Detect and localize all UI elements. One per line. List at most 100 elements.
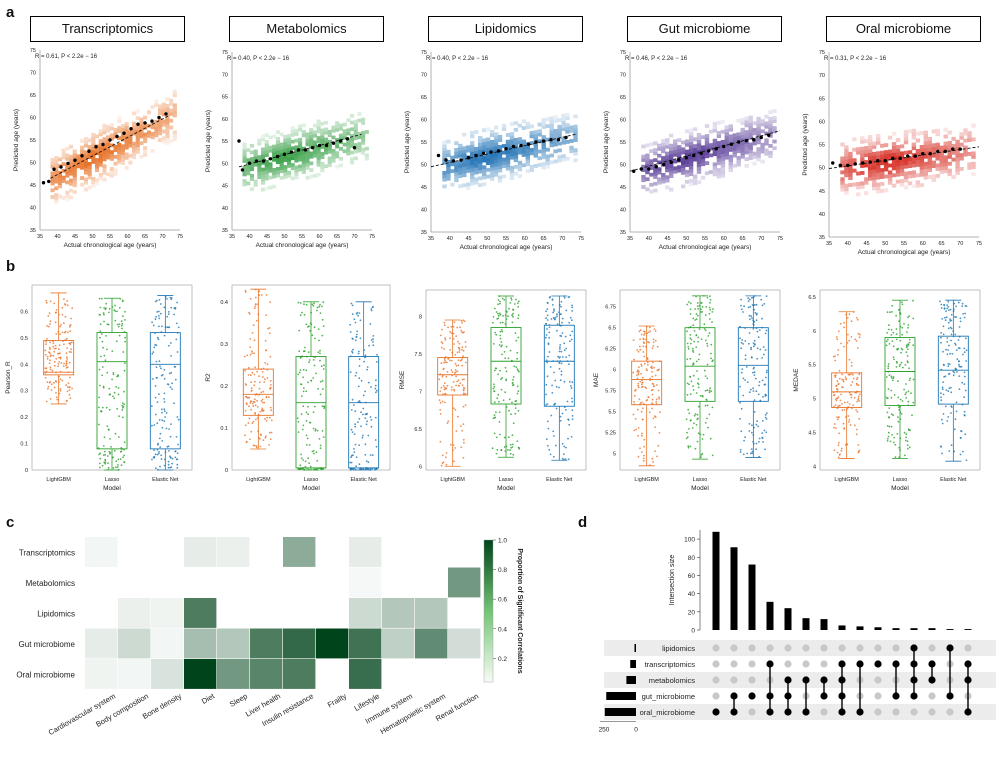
density-cell (442, 150, 447, 155)
strip-point (297, 468, 300, 470)
density-cell (346, 151, 351, 156)
density-cell (959, 156, 964, 161)
mean-point (129, 127, 133, 131)
strip-point (163, 401, 166, 403)
density-cell (257, 168, 262, 173)
density-cell (161, 105, 166, 110)
strip-point (945, 348, 947, 351)
strip-point (514, 407, 517, 409)
strip-point (850, 365, 853, 367)
strip-point (836, 451, 839, 454)
heatmap-cell (349, 659, 382, 689)
mean-point (52, 167, 56, 171)
density-cell (268, 145, 273, 150)
density-cell (279, 152, 284, 157)
matrix-dot-inactive (838, 644, 846, 652)
strip-point (855, 340, 858, 342)
strip-point (176, 452, 179, 454)
strip-point (454, 409, 457, 411)
box-iqr (295, 356, 327, 469)
density-cell (54, 166, 59, 170)
mean-point (101, 142, 105, 147)
density-cell (54, 199, 59, 204)
strip-point (564, 458, 567, 460)
strip-point (371, 306, 374, 309)
strip-points (939, 300, 968, 461)
mean-point (59, 165, 63, 169)
strip-point (316, 306, 319, 309)
density-cell (700, 135, 706, 140)
strip-point (517, 306, 520, 308)
strip-point (850, 361, 853, 364)
strip-point (255, 319, 258, 322)
x-tick-label: 60 (721, 236, 727, 242)
strip-point (61, 331, 64, 334)
density-cell (257, 155, 262, 159)
density-cell (478, 135, 483, 140)
strip-point (890, 377, 893, 379)
strip-point (351, 351, 354, 354)
strip-point (900, 301, 903, 304)
strip-point (744, 358, 747, 361)
strip-point (440, 346, 443, 349)
strip-point (165, 412, 168, 414)
density-cell (708, 153, 714, 158)
strip-point (102, 445, 105, 447)
density-cell (684, 169, 690, 174)
density-cell (290, 133, 295, 137)
strip-point (59, 378, 62, 381)
density-cell (525, 169, 530, 173)
matrix-dot-inactive (910, 708, 918, 716)
strip-point (636, 377, 639, 380)
density-cell (272, 158, 277, 162)
density-cell (681, 164, 686, 168)
mean-point (853, 162, 857, 166)
strip-point (639, 380, 642, 383)
strip-point (765, 295, 768, 298)
density-cell (298, 127, 303, 132)
density-cell (102, 137, 107, 142)
heatmap-cell (118, 598, 151, 628)
strip-point (851, 381, 854, 383)
density-cell (72, 166, 77, 171)
density-cell (728, 161, 733, 166)
density-cell (161, 102, 166, 107)
strip-point (508, 409, 510, 412)
density-cell (458, 160, 463, 165)
density-cell (109, 157, 114, 161)
strip-point (170, 297, 173, 299)
strip-points (685, 295, 714, 458)
strip-points (739, 295, 768, 458)
strip-point (643, 334, 645, 336)
density-cell (482, 158, 487, 163)
mean-point (41, 181, 46, 185)
x-tick-label: 55 (299, 234, 305, 240)
density-cell (65, 197, 70, 202)
density-cell (509, 149, 515, 153)
density-cell (772, 146, 777, 151)
strip-point (689, 334, 692, 336)
density-cell (135, 146, 140, 151)
density-cell (876, 182, 881, 187)
strip-point (558, 386, 560, 389)
strip-point (494, 369, 496, 372)
strip-point (843, 427, 845, 430)
density-cell (80, 182, 85, 187)
density-cell (342, 149, 347, 154)
strip-point (909, 429, 911, 432)
strip-point (500, 329, 503, 331)
y-axis-label: Predicted age (years) (205, 110, 212, 172)
strip-point (565, 309, 568, 312)
strip-point (570, 436, 573, 438)
density-cell (242, 152, 247, 157)
density-cell (454, 161, 459, 166)
strip-point (565, 347, 567, 350)
strip-point (563, 445, 566, 448)
mean-point (921, 152, 925, 156)
density-cell (327, 146, 332, 151)
density-cell (732, 153, 737, 158)
strip-point (696, 314, 699, 317)
strip-point (260, 368, 263, 371)
strip-point (748, 332, 751, 334)
